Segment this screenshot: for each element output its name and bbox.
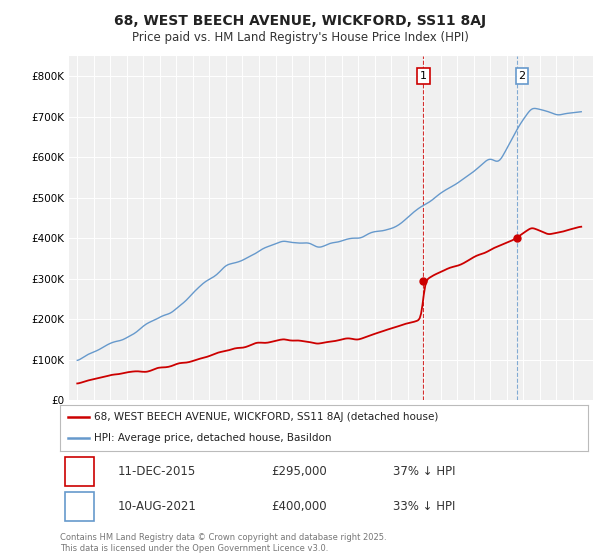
Text: HPI: Average price, detached house, Basildon: HPI: Average price, detached house, Basi… [94, 433, 332, 444]
Text: 1: 1 [420, 71, 427, 81]
FancyBboxPatch shape [65, 458, 94, 486]
Text: Price paid vs. HM Land Registry's House Price Index (HPI): Price paid vs. HM Land Registry's House … [131, 31, 469, 44]
FancyBboxPatch shape [65, 492, 94, 521]
Text: £295,000: £295,000 [271, 465, 327, 478]
Text: 1: 1 [76, 465, 83, 478]
Text: 33% ↓ HPI: 33% ↓ HPI [392, 500, 455, 513]
Text: 10-AUG-2021: 10-AUG-2021 [118, 500, 197, 513]
Text: 2: 2 [518, 71, 526, 81]
Text: 68, WEST BEECH AVENUE, WICKFORD, SS11 8AJ (detached house): 68, WEST BEECH AVENUE, WICKFORD, SS11 8A… [94, 412, 439, 422]
Text: 68, WEST BEECH AVENUE, WICKFORD, SS11 8AJ: 68, WEST BEECH AVENUE, WICKFORD, SS11 8A… [114, 14, 486, 28]
Text: 37% ↓ HPI: 37% ↓ HPI [392, 465, 455, 478]
Text: Contains HM Land Registry data © Crown copyright and database right 2025.
This d: Contains HM Land Registry data © Crown c… [60, 533, 386, 553]
Text: 2: 2 [76, 500, 83, 513]
Text: £400,000: £400,000 [271, 500, 327, 513]
Text: 11-DEC-2015: 11-DEC-2015 [118, 465, 196, 478]
